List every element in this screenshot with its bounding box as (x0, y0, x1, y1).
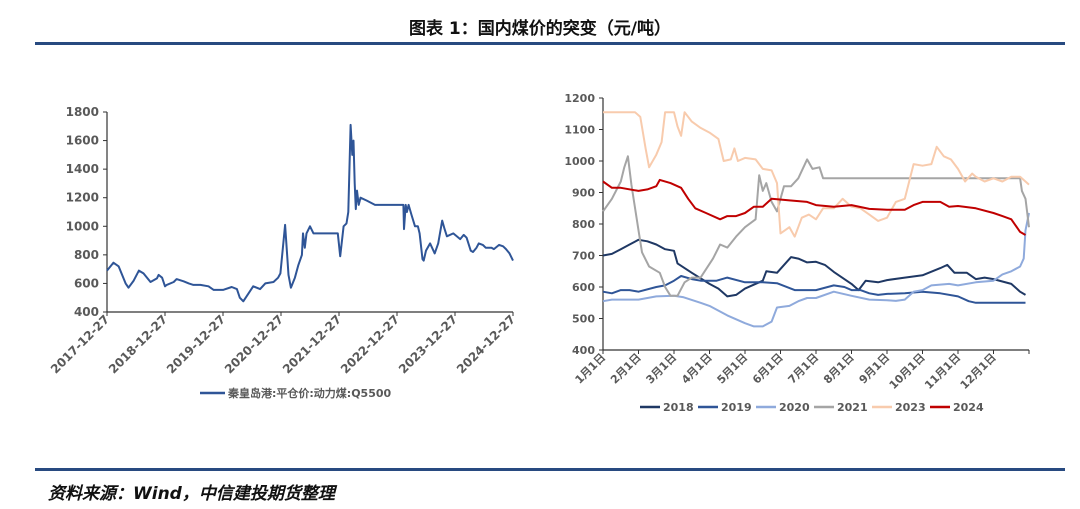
y-tick-label: 1200 (564, 92, 595, 105)
legend-label: 2019 (721, 401, 752, 414)
legend-label: 2020 (779, 401, 810, 414)
x-tick-label: 3月1日 (644, 351, 680, 387)
y-tick-label: 1000 (66, 219, 99, 233)
y-tick-label: 800 (572, 218, 595, 231)
series-line-2021 (602, 155, 1030, 297)
y-tick-label: 400 (572, 344, 595, 357)
y-tick-label: 800 (74, 248, 99, 262)
x-tick-label: 5月1日 (715, 351, 751, 387)
y-tick-label: 700 (572, 250, 595, 263)
y-tick-label: 1100 (564, 124, 595, 137)
figure-title: 图表 1：国内煤价的突变（元/吨） (409, 19, 671, 39)
x-tick-label: 6月1日 (750, 351, 786, 387)
x-tick-label: 4月1日 (679, 351, 715, 387)
x-tick-label: 2024-12-27 (454, 312, 518, 376)
series-line-2024 (602, 178, 1026, 236)
x-tick-label: 2月1日 (608, 351, 644, 387)
x-tick-label: 12月1日 (958, 351, 999, 392)
x-tick-label: 2018-12-27 (106, 312, 170, 376)
x-tick-label: 2023-12-27 (396, 312, 460, 376)
y-tick-label: 1200 (66, 191, 99, 205)
series-line-Q5500 (106, 123, 514, 303)
series-line-2020 (602, 212, 1030, 328)
series-line-2023 (603, 111, 1030, 238)
legend-label: 2021 (837, 401, 868, 414)
qhd-price-chart: 400600800100012001400160018002017-12-272… (48, 105, 518, 400)
y-tick-label: 600 (572, 281, 595, 294)
top-divider (35, 42, 1065, 45)
x-tick-label: 2021-12-27 (280, 312, 344, 376)
y-tick-label: 900 (572, 187, 595, 200)
legend-label: 2023 (895, 401, 926, 414)
x-tick-label: 2019-12-27 (164, 312, 228, 376)
y-tick-label: 500 (572, 313, 595, 326)
legend-label: 2024 (953, 401, 984, 414)
x-tick-label: 10月1日 (887, 351, 928, 392)
x-tick-label: 9月1日 (857, 351, 893, 387)
legend-label: 2018 (663, 401, 694, 414)
y-tick-label: 1400 (66, 162, 99, 176)
x-tick-label: 2022-12-27 (338, 312, 402, 376)
legend-label: 秦皇岛港:平仓价:动力煤:Q5500 (227, 386, 392, 400)
y-tick-label: 600 (74, 276, 99, 290)
x-tick-label: 8月1日 (821, 351, 857, 387)
y-tick-label: 1600 (66, 134, 99, 148)
x-tick-label: 2020-12-27 (222, 312, 286, 376)
series-line-2018 (602, 238, 1027, 298)
bottom-divider (35, 468, 1065, 471)
y-tick-label: 1800 (66, 105, 99, 119)
series-line-2019 (602, 275, 1026, 304)
x-tick-label: 11月1日 (922, 351, 963, 392)
x-tick-label: 2017-12-27 (48, 312, 112, 376)
x-tick-label: 7月1日 (786, 351, 822, 387)
y-tick-label: 1000 (564, 155, 595, 168)
y-tick-label: 400 (74, 305, 99, 319)
source-note: 资料来源：Wind，中信建投期货整理 (48, 484, 335, 504)
